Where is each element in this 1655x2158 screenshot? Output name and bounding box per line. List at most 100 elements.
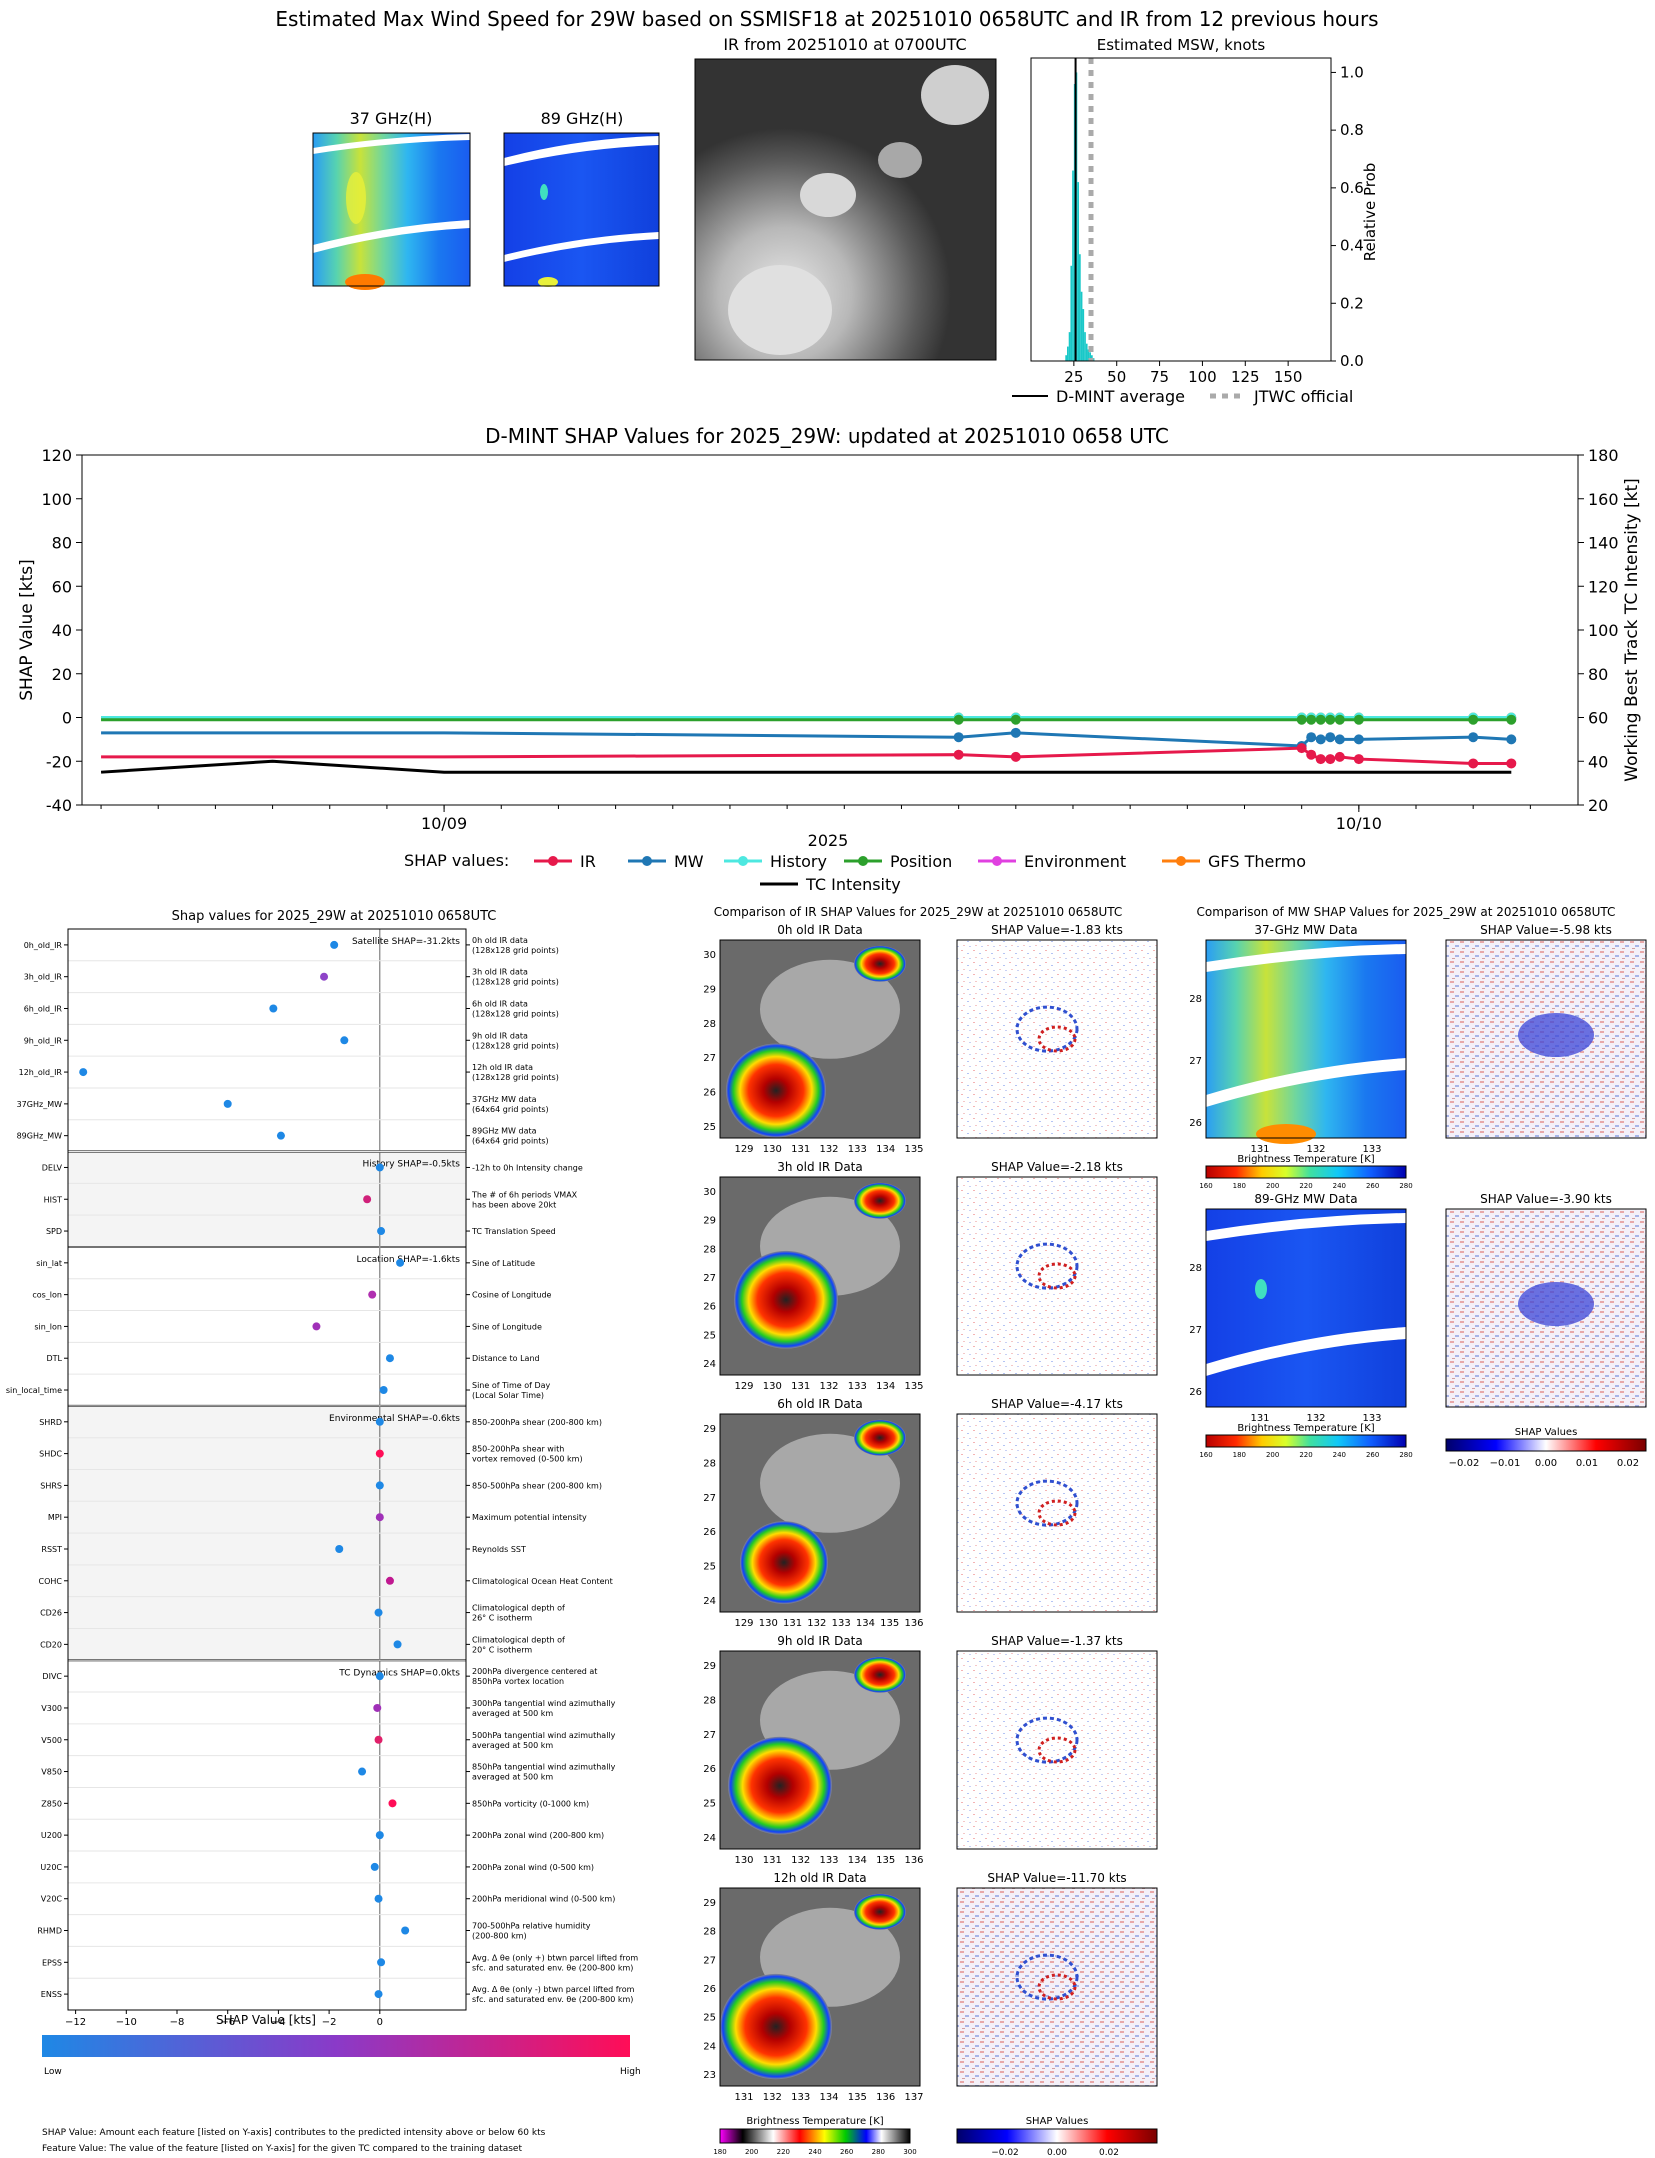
mw-shap-colorbar (1445, 1438, 1647, 1452)
ts-y2tick-label: 40 (1588, 752, 1608, 771)
ir-ytick-label: 24 (703, 1359, 716, 1370)
ir-ytick-label: 27 (703, 1493, 716, 1504)
ir-xtick-label: 136 (904, 1855, 923, 1866)
bee-feature-desc: (Local Solar Time) (472, 1391, 544, 1400)
bee-feature-desc: 500hPa tangential wind azimuthally (472, 1731, 616, 1740)
ts-y2tick-label: 80 (1588, 665, 1608, 684)
bee-feature-name: 89GHz_MW (17, 1132, 62, 1141)
mw-warm-spot (1256, 1124, 1316, 1144)
ir-panel-title: 12h old IR Data (773, 1871, 866, 1885)
bee-feature-desc: 850hPa vorticity (0-1000 km) (472, 1799, 589, 1808)
mw-colorbar-label: Brightness Temperature [K] (1237, 1154, 1374, 1165)
legend-jtwc-official: JTWC official (1253, 387, 1353, 406)
bee-feature-desc: (128x128 grid points) (472, 1009, 559, 1018)
ts-legend-marker (992, 856, 1002, 866)
ir-ytick-label: 23 (703, 2070, 716, 2081)
mw-colorbar-tick: 220 (1299, 1182, 1312, 1190)
bee-point (370, 1862, 379, 1871)
ts-point-position (1306, 714, 1317, 725)
ir-shap-blue (1015, 1242, 1079, 1290)
ir-shap-blue (1015, 1716, 1079, 1764)
bee-feature-name: DELV (42, 1163, 63, 1172)
ts-point-mw (1506, 734, 1517, 745)
mw-colorbar (1205, 1434, 1407, 1448)
ts-y2tick-label: 60 (1588, 709, 1608, 728)
ts-point-ir (953, 749, 964, 760)
mw-shap-tick: 0.00 (1535, 1458, 1557, 1469)
mw-swath-gap (1206, 1213, 1406, 1241)
ts-ytick-label: 20 (52, 665, 72, 684)
bee-feature-name: RHMD (37, 1927, 62, 1936)
ir-panel-frame (719, 1176, 921, 1376)
mw-colorbar (1205, 1165, 1407, 1179)
ir-shap-blue (1015, 1953, 1079, 2001)
ts-ytick-label: 40 (52, 621, 72, 640)
bee-xtick-label: −6 (220, 2017, 235, 2028)
ir-ytick-label: 25 (703, 1330, 716, 1341)
hist-title: Estimated MSW, knots (1097, 36, 1266, 54)
ir-shap-frame (956, 1176, 1158, 1376)
mw-colorbar-tick: 240 (1333, 1451, 1346, 1459)
bee-feature-desc: 9h old IR data (472, 1031, 528, 1040)
mw-colorbar-tick: 280 (1399, 1182, 1412, 1190)
ir-xtick-label: 129 (734, 1144, 753, 1155)
ir-shap-frame (956, 939, 1158, 1139)
ir-storm-core (728, 1736, 832, 1835)
ir-shap-title: SHAP Value=-4.17 kts (991, 1397, 1123, 1411)
bee-feature-name: 0h_old_IR (24, 941, 63, 950)
ts-point-position (1010, 714, 1021, 725)
mw-ytick-label: 27 (1189, 1056, 1202, 1067)
hist-bar (1067, 346, 1069, 361)
ir-bt-colorbar (719, 2128, 911, 2144)
bee-feature-name: SHRD (39, 1418, 62, 1427)
mw-panel-title: 37-GHz MW Data (1254, 923, 1357, 937)
ir-convection (854, 1893, 906, 1930)
hist-xtick-label: 25 (1064, 368, 1083, 386)
mw-panel-image (1206, 1209, 1406, 1407)
ir-shap-title: SHAP Value=-2.18 kts (991, 1160, 1123, 1174)
ir-xtick-label: 131 (734, 2092, 753, 2103)
bee-feature-desc: 3h old IR data (472, 968, 528, 977)
bee-point (374, 1608, 383, 1617)
ir-cloud (760, 959, 900, 1059)
bee-feature-name: U200 (41, 1831, 62, 1840)
ir-ytick-label: 26 (703, 1527, 716, 1538)
ir-ytick-label: 28 (703, 1019, 716, 1030)
bee-feature-name: HIST (44, 1195, 62, 1204)
mw-compare-title: Comparison of MW SHAP Values for 2025_29… (1197, 905, 1616, 919)
bee-feature-desc: Maximum potential intensity (472, 1513, 587, 1522)
ir-xtick-label: 130 (759, 1618, 778, 1629)
hist-xtick-label: 100 (1188, 368, 1217, 386)
bee-point (377, 1227, 386, 1236)
bee-xtick-label: −8 (170, 2017, 185, 2028)
ir-shap-colorbar-label: SHAP Values (1026, 2116, 1089, 2127)
bee-feature-name: 6h_old_IR (24, 1004, 63, 1013)
hist-bar (1079, 254, 1081, 361)
bee-footnote-1: SHAP Value: Amount each feature [listed … (42, 2128, 546, 2138)
ts-xtick-label: 10/10 (1336, 814, 1382, 833)
hist-bar (1070, 265, 1073, 361)
bee-feature-desc: (128x128 grid points) (472, 1041, 559, 1050)
ir-convection (854, 1182, 906, 1219)
mw-panel-frame (1205, 1208, 1407, 1408)
hist-bar (1072, 170, 1074, 361)
bee-feature-desc: vortex removed (0-500 km) (472, 1455, 583, 1464)
figure-title: Estimated Max Wind Speed for 29W based o… (275, 7, 1378, 31)
ir-ytick-label: 27 (703, 1730, 716, 1741)
ir-ytick-label: 29 (703, 1661, 716, 1672)
mw-shap-frame (1445, 939, 1647, 1139)
colorbar-low-label: Low (44, 2067, 62, 2077)
ts-ytick-label: 80 (52, 534, 72, 553)
bee-xtick-label: −4 (271, 2017, 286, 2028)
hist-xtick-label: 75 (1150, 368, 1169, 386)
ir-xtick-label: 133 (848, 1144, 867, 1155)
ts-y2tick-label: 100 (1588, 621, 1619, 640)
ir-shap-title: SHAP Value=-1.37 kts (991, 1634, 1123, 1648)
ts-point-position (1353, 714, 1364, 725)
mw-colorbar-tick: 180 (1233, 1451, 1246, 1459)
ir-ytick-label: 25 (703, 1122, 716, 1133)
bee-feature-name: COHC (39, 1577, 63, 1586)
bee-frame (67, 928, 467, 2011)
legend-dmint-average: D-MINT average (1056, 387, 1185, 406)
